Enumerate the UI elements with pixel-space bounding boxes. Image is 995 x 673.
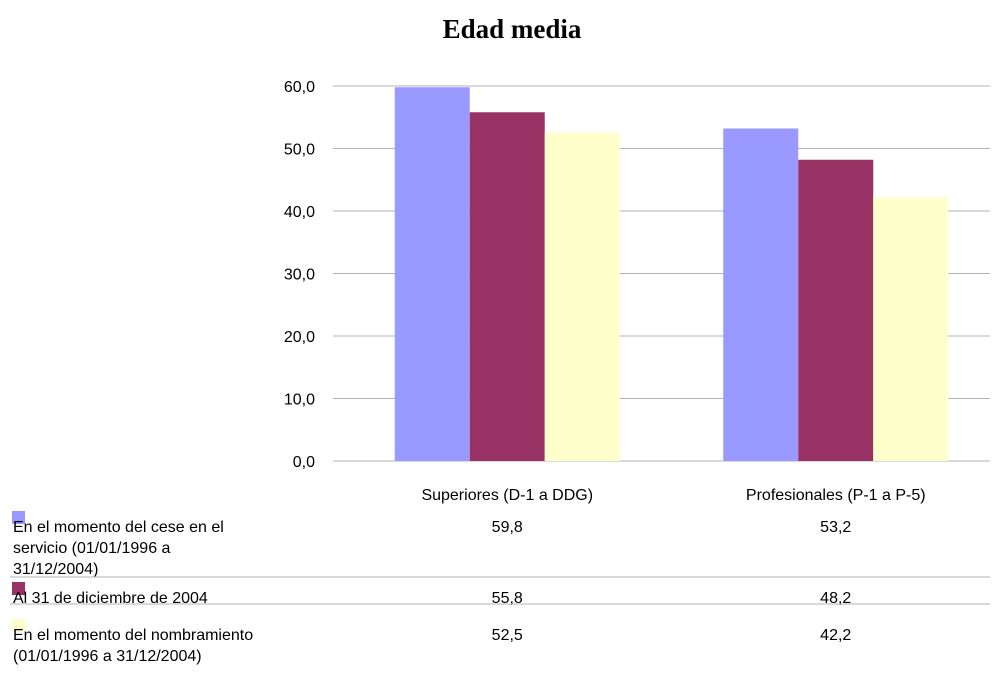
y-tick-label: 60,0	[284, 79, 315, 96]
category-label: Profesionales (P-1 a P-5)	[746, 487, 926, 504]
bars	[394, 87, 949, 461]
legend-label: En el momento del cese en el	[13, 519, 224, 536]
data-label: 48,2	[820, 590, 851, 607]
y-axis-ticks: 0,0 10,0 20,0 30,0 40,0 50,0 60,0	[284, 79, 315, 471]
y-tick-label: 30,0	[284, 267, 315, 284]
legend-label: servicio (01/01/1996 a	[13, 540, 171, 557]
y-tick-label: 10,0	[284, 392, 315, 409]
bar	[723, 128, 799, 461]
chart-title: Edad media	[443, 14, 582, 44]
data-label: 52,5	[492, 627, 523, 644]
bar	[798, 159, 874, 461]
data-label: 55,8	[492, 590, 523, 607]
bar	[394, 87, 470, 461]
y-tick-label: 50,0	[284, 142, 315, 159]
data-label: 42,2	[820, 627, 851, 644]
category-label: Superiores (D-1 a DDG)	[421, 487, 593, 504]
bar	[469, 112, 545, 461]
legend-label: En el momento del nombramiento	[13, 627, 253, 644]
legend-swatch	[12, 511, 25, 524]
data-label: 59,8	[492, 519, 523, 536]
legend-swatch	[12, 619, 25, 632]
legend-label: 31/12/2004)	[13, 561, 98, 578]
y-tick-label: 40,0	[284, 204, 315, 221]
data-table: En el momento del cese en el servicio (01…	[10, 511, 990, 665]
legend-label: Al 31 de diciembre de 2004	[13, 590, 208, 607]
category-labels: Superiores (D-1 a DDG) Profesionales (P-1…	[421, 487, 925, 504]
bar	[544, 132, 620, 461]
y-tick-label: 20,0	[284, 329, 315, 346]
bar	[873, 197, 949, 461]
legend-label: (01/01/1996 a 31/12/2004)	[13, 648, 202, 665]
data-label: 53,2	[820, 519, 851, 536]
legend-swatch	[12, 582, 25, 595]
y-tick-label: 0,0	[293, 454, 315, 471]
